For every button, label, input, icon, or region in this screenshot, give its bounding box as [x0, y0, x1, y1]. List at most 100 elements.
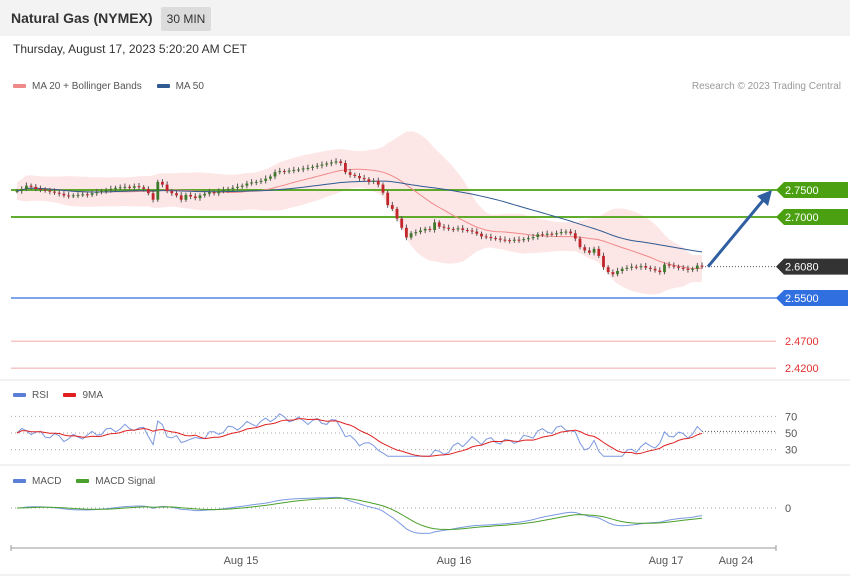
candle-body [226, 188, 230, 190]
candle-body [456, 228, 460, 230]
candle-body [151, 193, 155, 200]
candle-body [86, 194, 89, 196]
rsi-line [16, 413, 703, 457]
ma20-line [16, 168, 703, 270]
candle-body [447, 227, 450, 229]
candle-body [189, 194, 192, 197]
candle-body [273, 172, 277, 177]
candle-body [475, 231, 479, 234]
candle-body [489, 237, 493, 239]
candle-body [620, 268, 624, 271]
candle-body [527, 238, 530, 240]
candle-body [170, 191, 174, 194]
candle-body [269, 176, 272, 179]
candle-body [592, 248, 596, 253]
price-legend: MA 20 + Bollinger Bands MA 50 [13, 81, 216, 92]
ma20-swatch [13, 84, 26, 89]
candle-body [245, 183, 249, 186]
candle-body [67, 195, 70, 197]
level-tag-label: 2.5500 [785, 293, 819, 305]
legend-label-rsi: RSI [32, 390, 49, 401]
instrument-title: Natural Gas (NYMEX) [11, 10, 153, 26]
macd-swatch [13, 479, 26, 484]
candle-body [700, 265, 704, 267]
candle-body [686, 268, 690, 270]
candle-body [301, 168, 305, 170]
forecast-arrow-shaft [706, 197, 767, 268]
candle-body [522, 239, 526, 241]
candle-body [550, 233, 554, 235]
candle-body [466, 230, 469, 231]
candle-body [616, 271, 619, 275]
candle-body [681, 267, 685, 269]
ma50-swatch [156, 84, 170, 89]
candle-body [372, 180, 375, 182]
rsi-tick-label: 70 [785, 411, 797, 423]
candle-body [677, 266, 680, 268]
candle-body [423, 228, 427, 231]
candle-body [311, 166, 314, 168]
candle-body [386, 192, 390, 206]
candle-body [34, 186, 38, 189]
candle-body [118, 187, 122, 189]
candle-body [376, 180, 380, 185]
candle-body [236, 186, 239, 188]
9ma-swatch [63, 393, 77, 398]
candle-body [123, 186, 127, 188]
level-tag [776, 258, 848, 275]
candle-body [400, 218, 404, 228]
candle-body [667, 264, 671, 266]
candle-body [663, 264, 666, 273]
macd-signal-swatch [76, 479, 90, 484]
legend-label-ma50: MA 50 [175, 81, 204, 92]
candle-body [545, 233, 549, 235]
candle-body [578, 238, 582, 248]
legend-label-ma20: MA 20 + Bollinger Bands [32, 81, 142, 92]
timeframe-badge[interactable]: 30 MIN [161, 7, 211, 31]
target-level-label: 2.4200 [785, 363, 819, 375]
level-tag-label: 2.7000 [785, 212, 819, 224]
legend-item-rsi: RSI [13, 390, 49, 401]
candle-body [437, 222, 441, 227]
candle-body [179, 195, 183, 200]
candle-body [264, 178, 268, 181]
candle-body [588, 250, 591, 253]
candle-body [691, 268, 694, 270]
chart-header: Natural Gas (NYMEX) 30 MIN [0, 0, 850, 36]
candle-body [325, 163, 329, 165]
candle-body [630, 266, 633, 268]
candle-body [508, 240, 511, 242]
candle-body [409, 233, 413, 238]
bollinger-band-area [17, 131, 702, 295]
candle-body [555, 233, 558, 235]
candle-body [484, 236, 488, 238]
candle-body [231, 187, 235, 189]
ma50-line [16, 180, 703, 253]
candle-body [53, 191, 56, 193]
candle-body [57, 192, 61, 194]
candle-body [503, 239, 507, 241]
candle-body [330, 162, 333, 164]
rsi-swatch [13, 393, 26, 398]
candle-body [414, 232, 418, 234]
legend-item-macd: MACD [13, 476, 61, 487]
level-tag-label: 2.6080 [785, 262, 819, 274]
macd-signal-line [16, 497, 703, 531]
candle-body [193, 196, 197, 199]
level-tag [776, 182, 848, 198]
candle-body [512, 239, 516, 241]
candle-body [278, 171, 282, 173]
candle-body [198, 195, 202, 199]
candle-body [165, 184, 169, 192]
candle-body [480, 233, 483, 237]
candle-body [634, 266, 638, 268]
macd-tick-label: 0 [785, 503, 791, 515]
candle-body [283, 171, 286, 173]
candle-body [76, 194, 80, 196]
candle-body [132, 186, 136, 188]
legend-label-9ma: 9MA [82, 390, 104, 401]
candle-body [81, 194, 85, 196]
candle-body [208, 192, 211, 194]
candle-body [62, 193, 66, 196]
